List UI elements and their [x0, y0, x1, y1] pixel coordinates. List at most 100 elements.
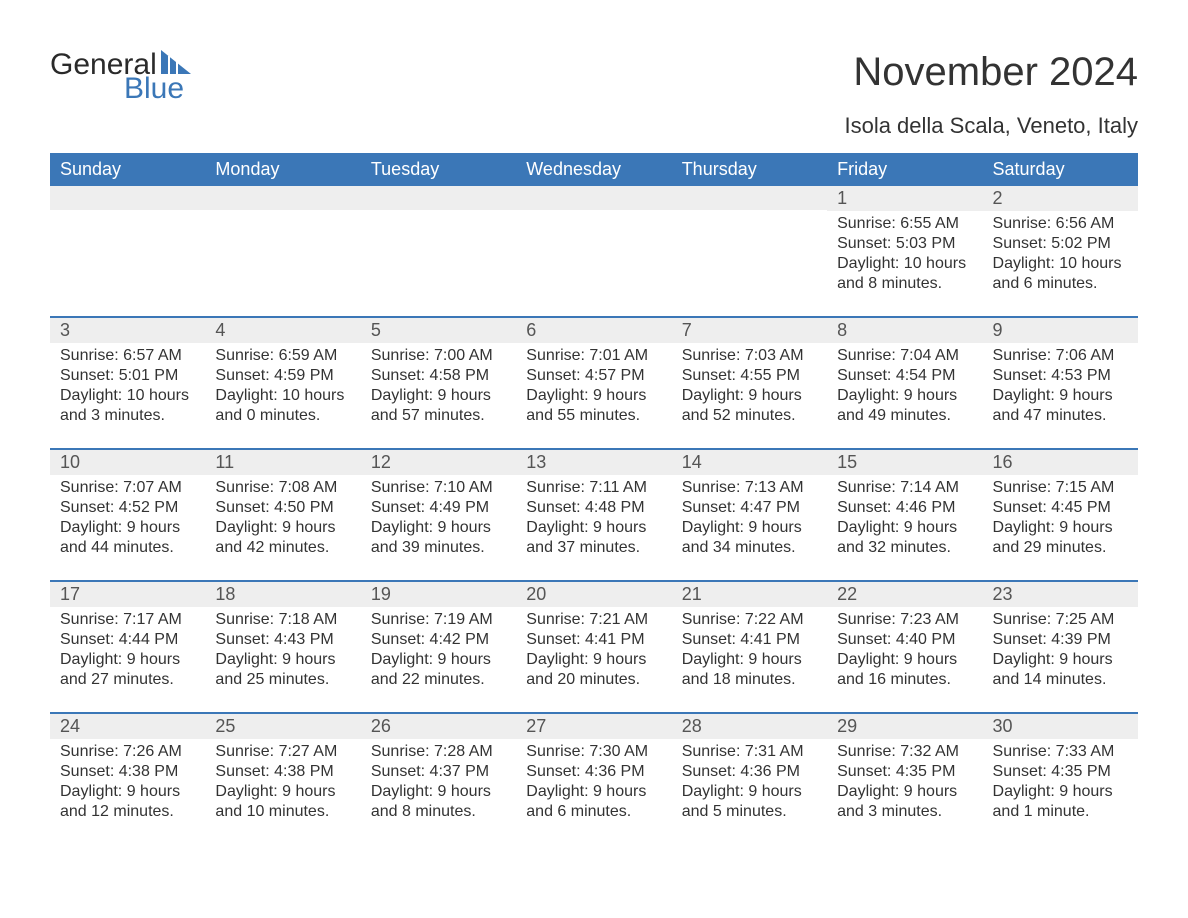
- sunset-line: Sunset: 4:35 PM: [993, 762, 1132, 782]
- sunrise-line: Sunrise: 7:22 AM: [682, 610, 821, 630]
- day-number: 19: [361, 582, 516, 607]
- empty-day-band: [361, 186, 516, 210]
- sunset-line: Sunset: 4:39 PM: [993, 630, 1132, 650]
- sunrise-line: Sunrise: 7:10 AM: [371, 478, 510, 498]
- day-number: 17: [50, 582, 205, 607]
- logo-word2: Blue: [124, 74, 191, 104]
- sunrise-line: Sunrise: 7:21 AM: [526, 610, 665, 630]
- daylight-line: Daylight: 9 hours and 6 minutes.: [526, 782, 665, 822]
- sunrise-line: Sunrise: 7:19 AM: [371, 610, 510, 630]
- day-cell: [50, 186, 205, 300]
- day-cell: 10Sunrise: 7:07 AMSunset: 4:52 PMDayligh…: [50, 450, 205, 564]
- sunrise-line: Sunrise: 7:33 AM: [993, 742, 1132, 762]
- sunrise-line: Sunrise: 6:57 AM: [60, 346, 199, 366]
- day-cell: 13Sunrise: 7:11 AMSunset: 4:48 PMDayligh…: [516, 450, 671, 564]
- sunrise-line: Sunrise: 7:01 AM: [526, 346, 665, 366]
- title-block: November 2024 Isola della Scala, Veneto,…: [844, 50, 1138, 139]
- sunset-line: Sunset: 4:44 PM: [60, 630, 199, 650]
- day-data: Sunrise: 7:13 AMSunset: 4:47 PMDaylight:…: [682, 475, 821, 564]
- daylight-line: Daylight: 9 hours and 22 minutes.: [371, 650, 510, 690]
- daylight-line: Daylight: 9 hours and 39 minutes.: [371, 518, 510, 558]
- sunset-line: Sunset: 4:43 PM: [215, 630, 354, 650]
- day-cell: [672, 186, 827, 300]
- day-cell: 12Sunrise: 7:10 AMSunset: 4:49 PMDayligh…: [361, 450, 516, 564]
- day-data: Sunrise: 7:32 AMSunset: 4:35 PMDaylight:…: [837, 739, 976, 828]
- sunset-line: Sunset: 4:59 PM: [215, 366, 354, 386]
- day-number: 30: [983, 714, 1138, 739]
- day-data: Sunrise: 6:59 AMSunset: 4:59 PMDaylight:…: [215, 343, 354, 432]
- daylight-line: Daylight: 10 hours and 3 minutes.: [60, 386, 199, 426]
- day-data: Sunrise: 7:06 AMSunset: 4:53 PMDaylight:…: [993, 343, 1132, 432]
- empty-day-band: [50, 186, 205, 210]
- day-data: Sunrise: 7:03 AMSunset: 4:55 PMDaylight:…: [682, 343, 821, 432]
- day-cell: 4Sunrise: 6:59 AMSunset: 4:59 PMDaylight…: [205, 318, 360, 432]
- day-data: Sunrise: 7:18 AMSunset: 4:43 PMDaylight:…: [215, 607, 354, 696]
- sunset-line: Sunset: 4:50 PM: [215, 498, 354, 518]
- day-cell: 7Sunrise: 7:03 AMSunset: 4:55 PMDaylight…: [672, 318, 827, 432]
- week-row: 3Sunrise: 6:57 AMSunset: 5:01 PMDaylight…: [50, 316, 1138, 432]
- sunset-line: Sunset: 4:45 PM: [993, 498, 1132, 518]
- day-data: Sunrise: 6:55 AMSunset: 5:03 PMDaylight:…: [837, 211, 976, 300]
- sunset-line: Sunset: 4:46 PM: [837, 498, 976, 518]
- day-number: 26: [361, 714, 516, 739]
- dayhead-tuesday: Tuesday: [361, 153, 516, 186]
- day-cell: 8Sunrise: 7:04 AMSunset: 4:54 PMDaylight…: [827, 318, 982, 432]
- day-number: 25: [205, 714, 360, 739]
- day-cell: 22Sunrise: 7:23 AMSunset: 4:40 PMDayligh…: [827, 582, 982, 696]
- day-number: 21: [672, 582, 827, 607]
- day-number: 13: [516, 450, 671, 475]
- day-number: 12: [361, 450, 516, 475]
- sunrise-line: Sunrise: 7:13 AM: [682, 478, 821, 498]
- day-data: Sunrise: 7:00 AMSunset: 4:58 PMDaylight:…: [371, 343, 510, 432]
- day-data: Sunrise: 7:01 AMSunset: 4:57 PMDaylight:…: [526, 343, 665, 432]
- sunrise-line: Sunrise: 6:59 AM: [215, 346, 354, 366]
- sunset-line: Sunset: 5:03 PM: [837, 234, 976, 254]
- logo: General Blue: [50, 50, 191, 104]
- weeks-container: 1Sunrise: 6:55 AMSunset: 5:03 PMDaylight…: [50, 186, 1138, 828]
- day-cell: 27Sunrise: 7:30 AMSunset: 4:36 PMDayligh…: [516, 714, 671, 828]
- sunset-line: Sunset: 4:36 PM: [682, 762, 821, 782]
- daylight-line: Daylight: 9 hours and 5 minutes.: [682, 782, 821, 822]
- sunrise-line: Sunrise: 6:55 AM: [837, 214, 976, 234]
- day-cell: 26Sunrise: 7:28 AMSunset: 4:37 PMDayligh…: [361, 714, 516, 828]
- day-cell: 15Sunrise: 7:14 AMSunset: 4:46 PMDayligh…: [827, 450, 982, 564]
- sunset-line: Sunset: 4:54 PM: [837, 366, 976, 386]
- day-data: Sunrise: 6:56 AMSunset: 5:02 PMDaylight:…: [993, 211, 1132, 300]
- day-number: 1: [827, 186, 982, 211]
- day-data: Sunrise: 7:17 AMSunset: 4:44 PMDaylight:…: [60, 607, 199, 696]
- day-number: 18: [205, 582, 360, 607]
- day-cell: 28Sunrise: 7:31 AMSunset: 4:36 PMDayligh…: [672, 714, 827, 828]
- day-number: 15: [827, 450, 982, 475]
- sunset-line: Sunset: 4:38 PM: [215, 762, 354, 782]
- week-row: 17Sunrise: 7:17 AMSunset: 4:44 PMDayligh…: [50, 580, 1138, 696]
- daylight-line: Daylight: 9 hours and 52 minutes.: [682, 386, 821, 426]
- daylight-line: Daylight: 9 hours and 32 minutes.: [837, 518, 976, 558]
- day-number: 20: [516, 582, 671, 607]
- sunset-line: Sunset: 4:41 PM: [682, 630, 821, 650]
- day-cell: [516, 186, 671, 300]
- day-cell: 5Sunrise: 7:00 AMSunset: 4:58 PMDaylight…: [361, 318, 516, 432]
- day-number: 8: [827, 318, 982, 343]
- sunset-line: Sunset: 4:57 PM: [526, 366, 665, 386]
- daylight-line: Daylight: 10 hours and 0 minutes.: [215, 386, 354, 426]
- sunset-line: Sunset: 5:01 PM: [60, 366, 199, 386]
- daylight-line: Daylight: 9 hours and 29 minutes.: [993, 518, 1132, 558]
- dayhead-friday: Friday: [827, 153, 982, 186]
- day-number: 24: [50, 714, 205, 739]
- sunrise-line: Sunrise: 7:17 AM: [60, 610, 199, 630]
- daylight-line: Daylight: 9 hours and 1 minute.: [993, 782, 1132, 822]
- daylight-line: Daylight: 9 hours and 18 minutes.: [682, 650, 821, 690]
- day-number: 10: [50, 450, 205, 475]
- day-header-row: Sunday Monday Tuesday Wednesday Thursday…: [50, 153, 1138, 186]
- day-cell: 16Sunrise: 7:15 AMSunset: 4:45 PMDayligh…: [983, 450, 1138, 564]
- day-cell: 18Sunrise: 7:18 AMSunset: 4:43 PMDayligh…: [205, 582, 360, 696]
- day-cell: 24Sunrise: 7:26 AMSunset: 4:38 PMDayligh…: [50, 714, 205, 828]
- month-title: November 2024: [844, 50, 1138, 95]
- day-data: Sunrise: 7:19 AMSunset: 4:42 PMDaylight:…: [371, 607, 510, 696]
- day-cell: 3Sunrise: 6:57 AMSunset: 5:01 PMDaylight…: [50, 318, 205, 432]
- daylight-line: Daylight: 9 hours and 3 minutes.: [837, 782, 976, 822]
- day-data: Sunrise: 7:23 AMSunset: 4:40 PMDaylight:…: [837, 607, 976, 696]
- dayhead-monday: Monday: [205, 153, 360, 186]
- day-number: 16: [983, 450, 1138, 475]
- day-number: 22: [827, 582, 982, 607]
